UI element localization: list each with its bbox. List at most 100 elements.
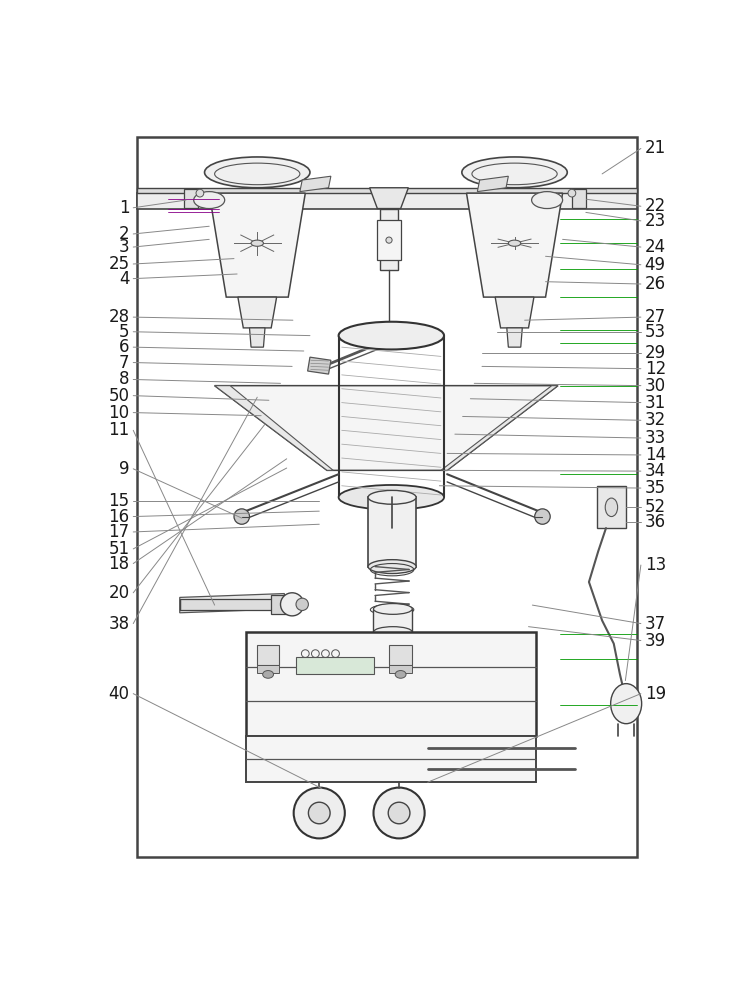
Ellipse shape — [234, 509, 249, 524]
Ellipse shape — [194, 192, 225, 209]
Text: 15: 15 — [108, 492, 129, 510]
Ellipse shape — [462, 157, 567, 188]
Text: 4: 4 — [119, 270, 129, 288]
Polygon shape — [466, 193, 562, 297]
Polygon shape — [308, 357, 331, 374]
Bar — [389, 645, 412, 665]
Text: 14: 14 — [645, 446, 666, 464]
Polygon shape — [249, 328, 265, 347]
Ellipse shape — [308, 802, 330, 824]
Bar — [257, 665, 279, 673]
Text: 38: 38 — [108, 615, 129, 633]
Polygon shape — [238, 297, 277, 328]
Bar — [257, 645, 279, 665]
Text: 30: 30 — [645, 377, 666, 395]
Text: 12: 12 — [645, 360, 666, 378]
Bar — [376, 220, 401, 260]
Ellipse shape — [395, 671, 406, 678]
Bar — [184, 189, 197, 208]
Ellipse shape — [382, 333, 396, 346]
Text: 19: 19 — [645, 685, 666, 703]
Text: 27: 27 — [645, 308, 666, 326]
Ellipse shape — [296, 598, 308, 610]
Text: 22: 22 — [645, 197, 666, 215]
Ellipse shape — [373, 604, 412, 614]
Bar — [137, 188, 637, 193]
Ellipse shape — [386, 237, 392, 243]
Ellipse shape — [373, 788, 425, 838]
Text: 33: 33 — [645, 429, 666, 447]
Polygon shape — [477, 176, 508, 192]
Ellipse shape — [205, 157, 310, 188]
Text: 3: 3 — [119, 238, 129, 256]
Bar — [246, 736, 536, 782]
Ellipse shape — [293, 788, 345, 838]
Text: 11: 11 — [108, 421, 129, 439]
Text: 21: 21 — [645, 139, 666, 157]
Text: 26: 26 — [645, 275, 666, 293]
Ellipse shape — [606, 498, 618, 517]
Polygon shape — [495, 297, 534, 328]
Text: 16: 16 — [108, 508, 129, 526]
Text: 50: 50 — [108, 387, 129, 405]
Text: 32: 32 — [645, 411, 666, 429]
Text: 13: 13 — [645, 556, 666, 574]
Ellipse shape — [373, 627, 412, 637]
Ellipse shape — [339, 485, 444, 510]
Bar — [296, 657, 373, 674]
Bar — [596, 486, 626, 528]
Ellipse shape — [568, 189, 576, 197]
Polygon shape — [441, 386, 558, 470]
Text: 31: 31 — [645, 394, 666, 412]
Text: 6: 6 — [119, 338, 129, 356]
Ellipse shape — [251, 240, 263, 246]
Text: 49: 49 — [645, 256, 666, 274]
Text: 25: 25 — [108, 255, 129, 273]
Ellipse shape — [368, 490, 416, 504]
Ellipse shape — [262, 671, 274, 678]
Text: 18: 18 — [108, 555, 129, 573]
Bar — [246, 632, 536, 736]
Ellipse shape — [389, 802, 410, 824]
Text: 51: 51 — [108, 540, 129, 558]
Text: 7: 7 — [119, 354, 129, 372]
Text: 9: 9 — [119, 460, 129, 478]
Bar — [380, 209, 398, 270]
Polygon shape — [215, 386, 333, 470]
Polygon shape — [209, 193, 305, 297]
Text: 36: 36 — [645, 513, 666, 531]
Ellipse shape — [531, 192, 562, 209]
Text: 34: 34 — [645, 462, 666, 480]
Text: 35: 35 — [645, 479, 666, 497]
Text: 8: 8 — [119, 370, 129, 388]
Bar — [373, 609, 412, 632]
Text: 24: 24 — [645, 238, 666, 256]
Text: 10: 10 — [108, 404, 129, 422]
Bar — [137, 193, 637, 209]
Ellipse shape — [534, 509, 550, 524]
Polygon shape — [180, 594, 284, 613]
Text: 37: 37 — [645, 615, 666, 633]
Bar — [368, 497, 416, 567]
Text: 1: 1 — [119, 199, 129, 217]
Text: 5: 5 — [119, 323, 129, 341]
Text: 29: 29 — [645, 344, 666, 362]
Text: 20: 20 — [108, 584, 129, 602]
Ellipse shape — [611, 684, 642, 724]
Ellipse shape — [196, 189, 204, 197]
Bar — [137, 137, 637, 857]
Ellipse shape — [280, 593, 304, 616]
Text: 28: 28 — [108, 308, 129, 326]
Bar — [389, 665, 412, 673]
Text: 17: 17 — [108, 523, 129, 541]
Text: 2: 2 — [119, 225, 129, 243]
Bar — [572, 189, 586, 208]
Bar — [180, 599, 280, 610]
Ellipse shape — [339, 322, 444, 349]
Polygon shape — [370, 188, 408, 209]
Text: 53: 53 — [645, 323, 666, 341]
Polygon shape — [507, 328, 522, 347]
Text: 39: 39 — [645, 632, 666, 650]
Polygon shape — [215, 386, 558, 470]
Text: 52: 52 — [645, 498, 666, 516]
